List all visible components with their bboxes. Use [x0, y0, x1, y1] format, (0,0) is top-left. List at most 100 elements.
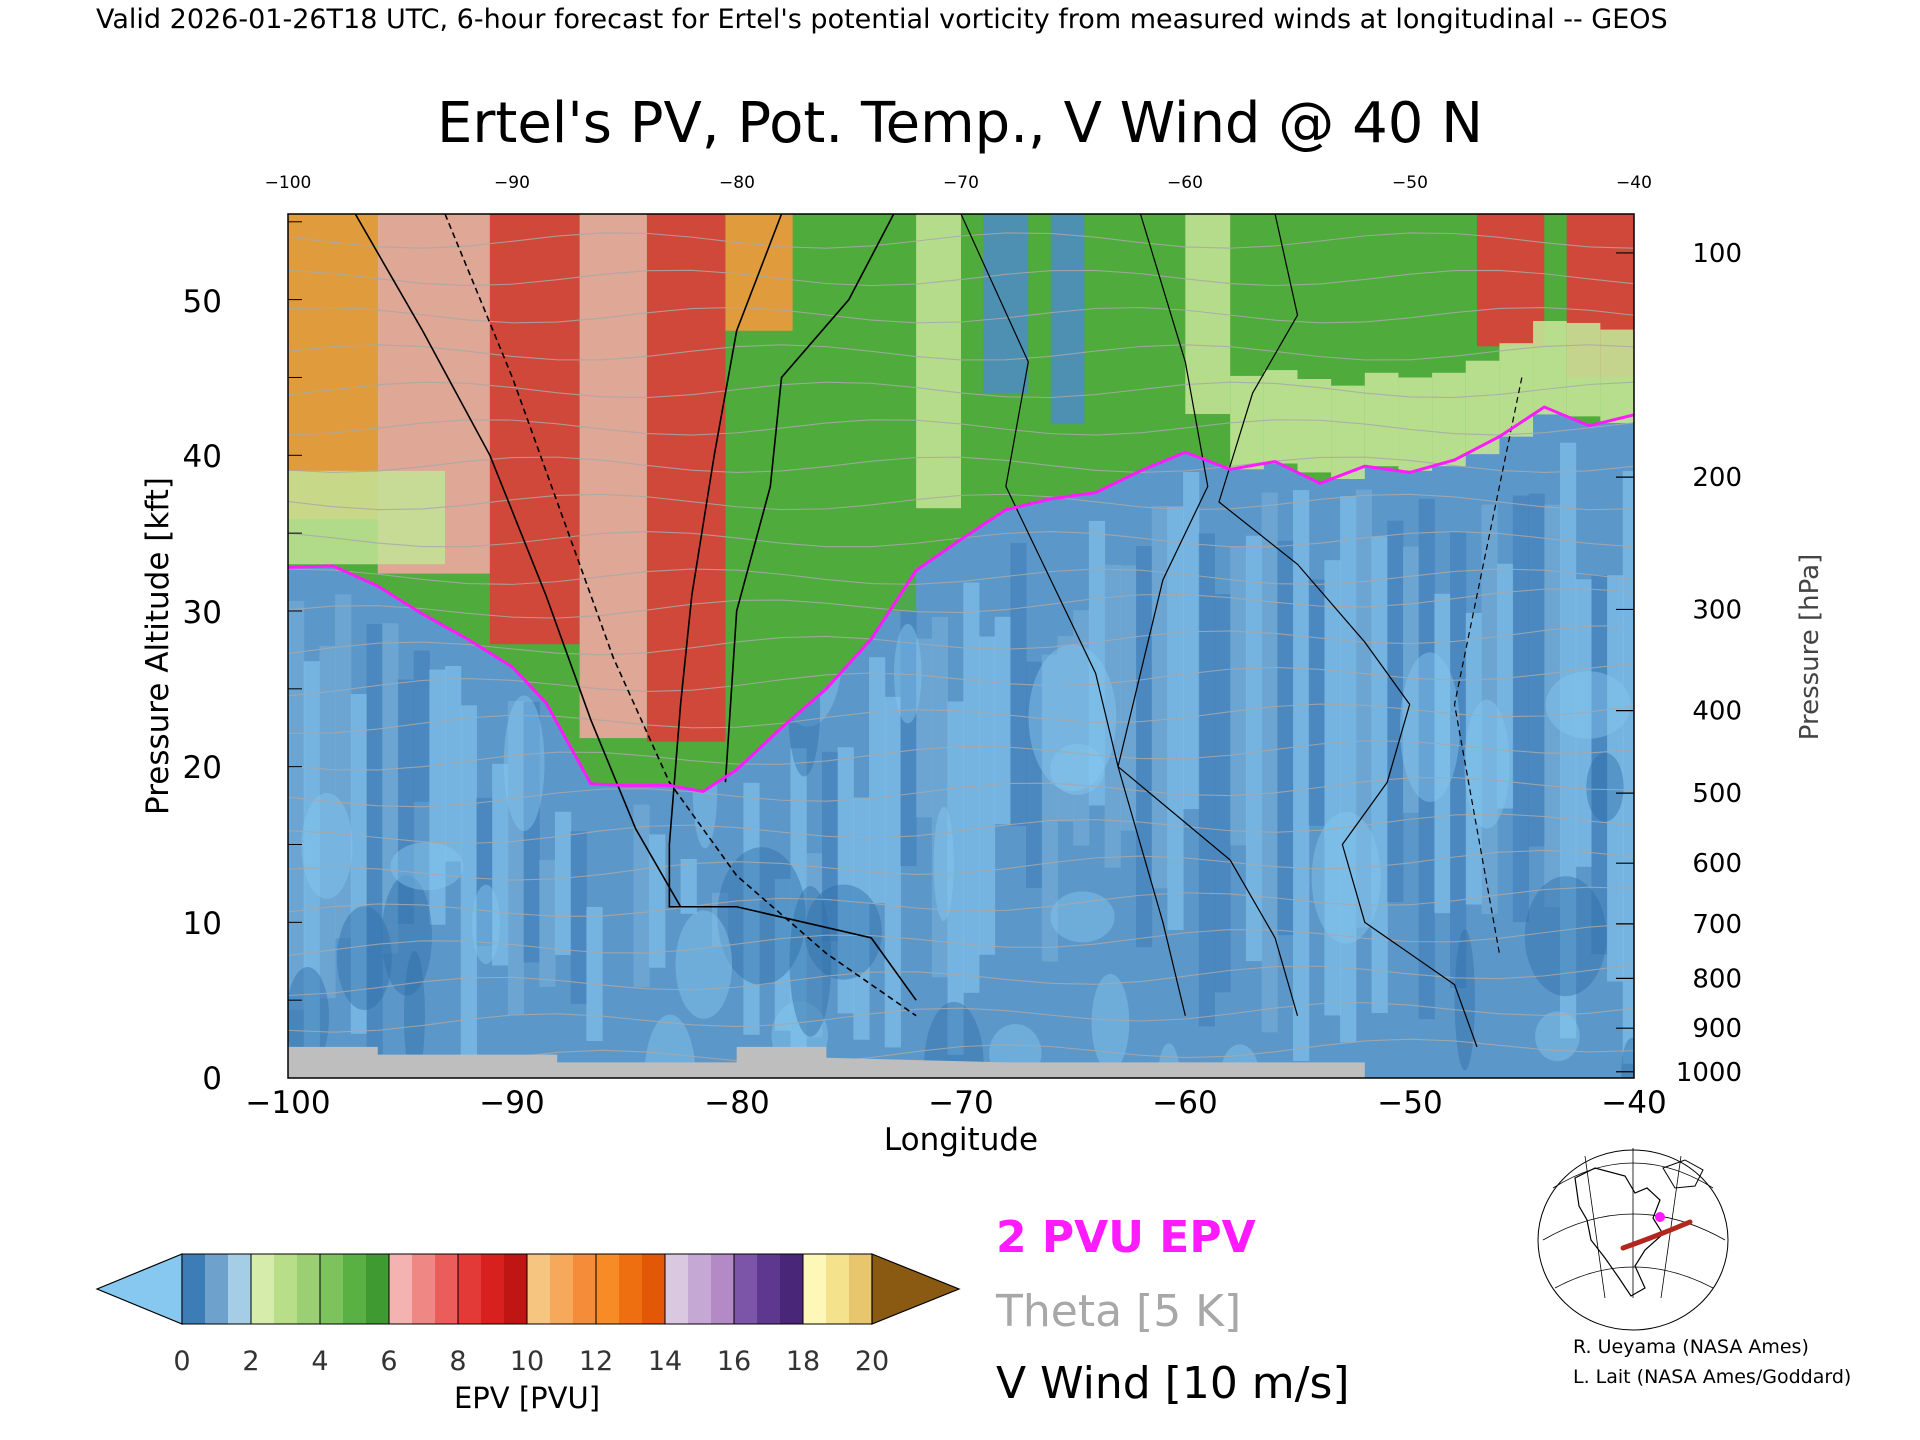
pressure-tick-label: 500 — [1692, 779, 1742, 809]
colorbar-segments — [181, 1253, 873, 1325]
colorbar-label: EPV [PVU] — [454, 1381, 600, 1415]
colorbar-swatch — [366, 1254, 390, 1324]
colorbar-swatch — [504, 1254, 528, 1324]
pv-streak — [1497, 563, 1514, 809]
pv-streak — [554, 811, 572, 956]
v-wind-contours — [354, 214, 1523, 1048]
pv-streak — [1293, 490, 1310, 1062]
stratosphere-pv-bands — [288, 214, 1634, 742]
pv-streak — [916, 638, 933, 818]
top-tick-label: −60 — [1167, 173, 1203, 193]
pv-band — [646, 214, 726, 742]
pv-blob — [1586, 752, 1624, 822]
theta-contour — [288, 662, 1634, 697]
pressure-tick-labels: 100 200 300 400 500 600 700 800 900 1000 — [1676, 239, 1742, 1088]
y-axis-label-right: Pressure [hPa] — [1795, 554, 1825, 741]
colorbar-swatch — [596, 1254, 620, 1324]
pv-streak — [476, 797, 493, 947]
colorbar-swatch — [780, 1254, 804, 1324]
pv-blob — [1621, 1037, 1634, 1078]
pv-streak — [397, 679, 415, 924]
colorbar-swatch — [734, 1254, 758, 1324]
pv-band — [916, 214, 961, 509]
colorbar-tick-label: 16 — [717, 1346, 751, 1377]
theta-contour — [288, 849, 1634, 881]
pv-streak — [853, 797, 870, 1040]
pv-streak — [994, 616, 1011, 825]
legend-pvu: 2 PVU EPV — [996, 1212, 1256, 1263]
pv-streak — [1073, 610, 1090, 846]
x-tick-label: −60 — [1152, 1085, 1217, 1121]
pv-streak — [1575, 579, 1592, 867]
legend-theta: Theta [5 K] — [995, 1286, 1241, 1337]
theta-contour — [288, 588, 1634, 619]
theta-contour — [288, 624, 1634, 656]
top-tick-label: −70 — [943, 173, 979, 193]
pv-blob — [1050, 743, 1105, 795]
pressure-tick-label: 1000 — [1676, 1058, 1742, 1088]
pv-band — [1331, 385, 1365, 480]
theta-contour — [288, 232, 1634, 249]
pressure-tick-label: 600 — [1692, 849, 1742, 879]
colorbar-tick-label: 6 — [380, 1346, 397, 1377]
pv-streak — [570, 831, 587, 1005]
pressure-tick-label: 200 — [1692, 463, 1742, 493]
pv-streak — [837, 747, 854, 1014]
pv-band — [1566, 322, 1601, 417]
pv-band — [489, 214, 580, 645]
pv-blob — [390, 842, 464, 891]
colorbar-under-arrow — [95, 1253, 183, 1325]
pv-blob — [675, 910, 733, 1019]
pv-streak — [633, 804, 650, 988]
top-tick-label: −90 — [494, 173, 530, 193]
globe-map-icon — [1535, 1148, 1731, 1331]
colorbar-tick-label: 20 — [855, 1346, 889, 1377]
pv-band — [1432, 372, 1466, 467]
y-tick-label: 30 — [183, 595, 222, 631]
wind-contour — [668, 214, 917, 1001]
valid-time-header: Valid 2026-01-26T18 UTC, 6-hour forecast… — [96, 4, 1668, 35]
pv-blob — [894, 623, 922, 724]
x-tick-labels: −100 −90 −80 −70 −60 −50 −40 — [245, 1085, 1666, 1121]
pv-blob — [789, 886, 832, 1037]
pv-blob — [472, 884, 500, 964]
theta-contour — [288, 813, 1634, 845]
pv-streak — [1622, 471, 1634, 1064]
x-tick-label: −40 — [1601, 1085, 1666, 1121]
pv-streak — [460, 705, 477, 1056]
colorbar-tick-label: 18 — [786, 1346, 820, 1377]
colorbar-swatch — [826, 1254, 850, 1324]
theta-contour — [288, 1002, 1634, 1033]
wind-contour — [354, 214, 682, 908]
theta-contour — [288, 886, 1634, 918]
colorbar-tick-label: 8 — [449, 1346, 466, 1377]
top-tick-label: −80 — [719, 173, 755, 193]
pv-streak — [1324, 560, 1341, 1016]
pv-blob — [717, 847, 806, 985]
theta-contour — [288, 568, 1634, 585]
pv-streak — [1559, 442, 1577, 1039]
pv-blob — [1535, 1011, 1580, 1062]
pv-streak — [1214, 594, 1231, 993]
pressure-tick-label: 300 — [1692, 595, 1742, 625]
pv-streak — [413, 650, 430, 802]
pv-band — [1533, 321, 1567, 415]
colorbar-tick-labels: 0 2 4 6 8 10 12 14 16 18 20 — [173, 1346, 889, 1377]
theta-contour — [288, 923, 1634, 956]
pv-streak — [319, 645, 336, 999]
pressure-tick-label: 800 — [1692, 964, 1742, 994]
x-tick-label: −70 — [928, 1085, 993, 1121]
pv-streak — [1544, 504, 1561, 908]
pressure-tick-label: 700 — [1692, 910, 1742, 940]
pv-blob — [1311, 811, 1381, 944]
pressure-tick-marks — [288, 221, 1634, 1079]
colorbar-swatch — [343, 1254, 367, 1324]
pv-streak — [1355, 489, 1373, 928]
pv-streak — [350, 694, 368, 1034]
pv-blob — [644, 1014, 696, 1078]
pv-blob — [1454, 929, 1475, 1071]
pv-blob — [337, 906, 392, 1011]
x-tick-label: −80 — [704, 1085, 769, 1121]
pv-streak — [947, 701, 964, 1055]
pv-streak — [790, 748, 807, 1073]
